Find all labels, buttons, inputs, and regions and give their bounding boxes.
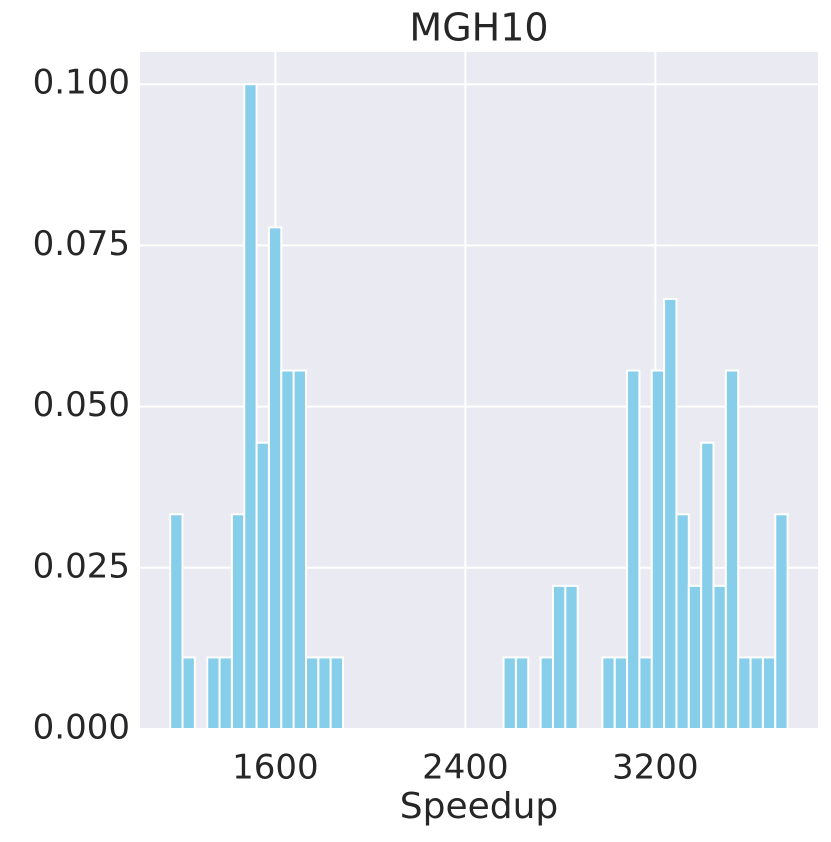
- bar: [551, 584, 567, 730]
- bar: [255, 441, 270, 730]
- bar: [626, 369, 641, 730]
- bars: [169, 83, 789, 731]
- y-tick-label: 0.050: [33, 385, 130, 425]
- x-tick-label: 1600: [232, 748, 319, 788]
- bar: [650, 369, 666, 730]
- bar: [774, 513, 789, 731]
- bar: [687, 584, 703, 730]
- bar: [267, 226, 283, 730]
- bar: [749, 656, 764, 731]
- bar: [317, 656, 332, 731]
- bar: [230, 513, 246, 731]
- bar: [304, 656, 320, 731]
- bar: [280, 369, 295, 730]
- bar: [539, 656, 554, 731]
- bar: [564, 584, 579, 730]
- bar: [218, 656, 233, 731]
- y-tick-label: 0.025: [33, 546, 130, 586]
- bar: [761, 656, 777, 731]
- bar: [700, 441, 715, 730]
- bar: [712, 584, 727, 730]
- bar: [737, 656, 752, 731]
- bar: [638, 656, 653, 731]
- bar: [181, 656, 196, 731]
- bar: [613, 656, 629, 731]
- chart-title: MGH10: [409, 6, 548, 50]
- bar: [675, 513, 690, 731]
- bar: [502, 656, 517, 731]
- bar: [243, 83, 258, 730]
- x-tick-label: 2400: [422, 748, 509, 788]
- y-tick-label: 0.075: [33, 224, 130, 264]
- y-tick-label: 0.000: [33, 708, 130, 748]
- bar: [724, 369, 740, 730]
- x-axis-label: Speedup: [400, 786, 559, 827]
- bar: [206, 656, 221, 731]
- bar: [663, 297, 678, 730]
- bar: [169, 513, 184, 731]
- bar: [601, 656, 616, 731]
- bar: [329, 656, 345, 731]
- bar: [514, 656, 530, 731]
- y-tick-label: 0.100: [33, 63, 130, 103]
- x-tick-label: 3200: [612, 748, 699, 788]
- bar: [292, 369, 307, 730]
